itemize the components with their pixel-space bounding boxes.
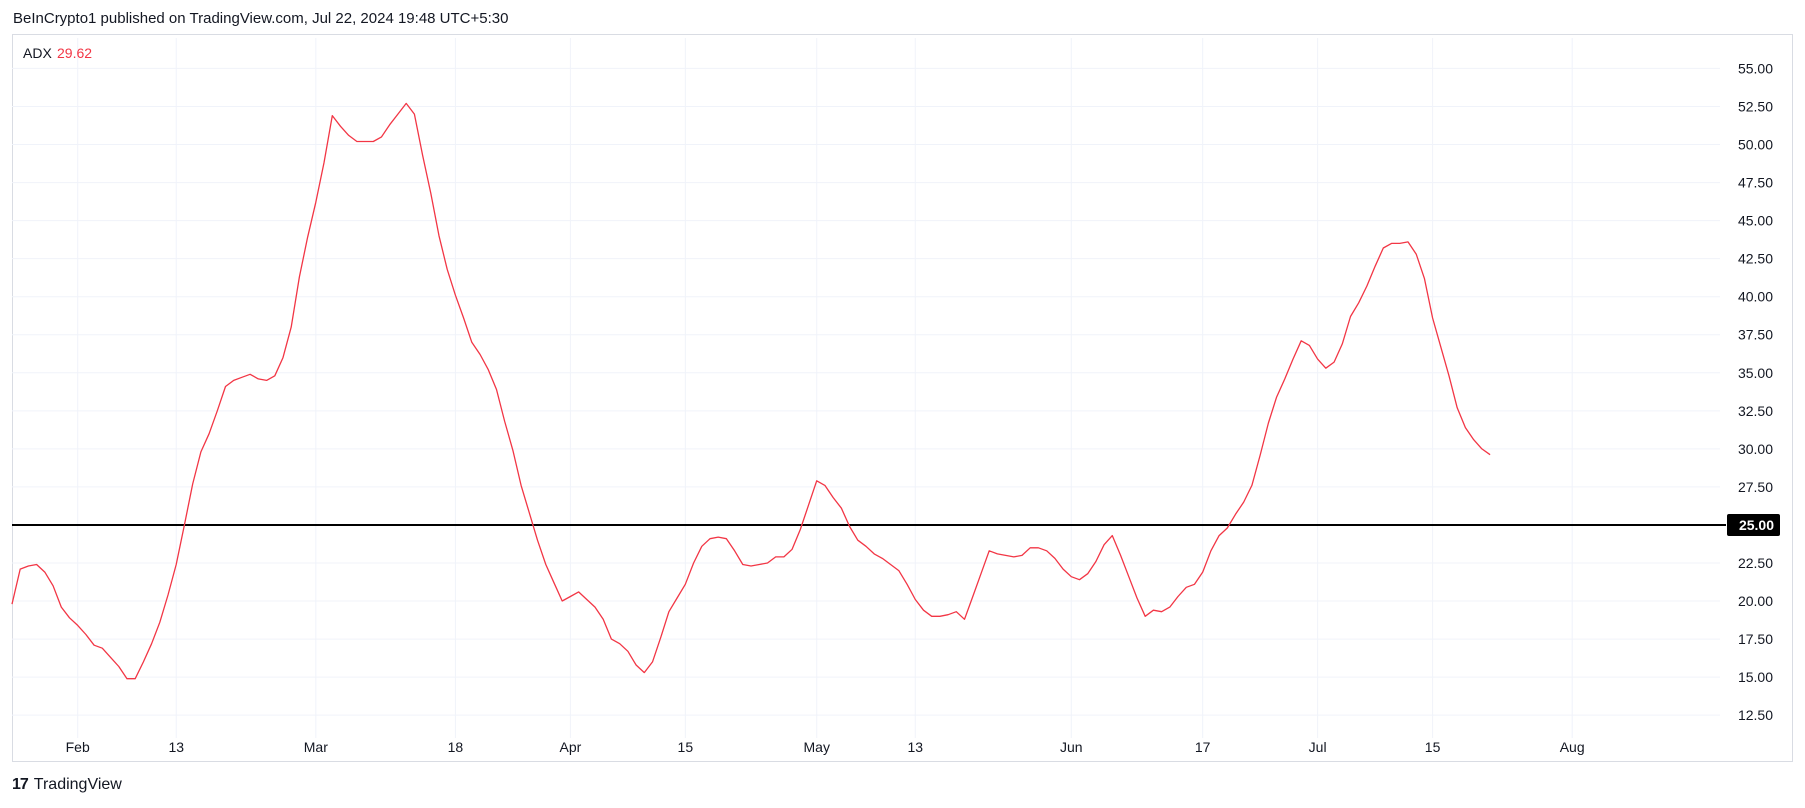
x-axis: Feb 13 Mar 18 Apr 15 May 13 Jun 17 Jul 15 Aug: [66, 739, 1585, 755]
x-tick-label: Apr: [559, 739, 581, 755]
x-tick-label: 13: [907, 739, 923, 755]
publisher-header: BeInCrypto1 published on TradingView.com…: [13, 10, 509, 27]
reference-value-label: 25.00: [1739, 517, 1774, 533]
tradingview-branding[interactable]: 17 TradingView: [12, 776, 122, 794]
y-tick-label: 17.50: [1738, 631, 1773, 647]
y-tick-label: 40.00: [1738, 289, 1773, 305]
y-tick-label: 27.50: [1738, 479, 1773, 495]
x-tick-label: May: [804, 739, 830, 755]
y-tick-label: 20.00: [1738, 593, 1773, 609]
y-tick-label: 55.00: [1738, 60, 1773, 76]
grid-layer: [12, 38, 1720, 738]
y-axis: 12.50 15.00 17.50 20.00 22.50 27.50 30.00 32.50…: [1738, 60, 1773, 723]
indicator-last-value: 29.62: [57, 45, 92, 61]
x-tick-label: 15: [678, 739, 694, 755]
x-tick-label: 18: [448, 739, 464, 755]
x-tick-label: Aug: [1560, 739, 1585, 755]
x-tick-label: Jul: [1309, 739, 1327, 755]
chart-frame: [12, 34, 1793, 762]
y-tick-label: 22.50: [1738, 555, 1773, 571]
reference-value-badge: [1727, 513, 1780, 536]
y-tick-label: 47.50: [1738, 175, 1773, 191]
y-tick-label: 32.50: [1738, 403, 1773, 419]
y-tick-label: 52.50: [1738, 98, 1773, 114]
y-tick-label: 15.00: [1738, 669, 1773, 685]
y-tick-label: 42.50: [1738, 251, 1773, 267]
tradingview-logo-icon: 17: [12, 776, 29, 793]
y-tick-label: 50.00: [1738, 137, 1773, 153]
y-tick-label: 45.00: [1738, 213, 1773, 229]
x-tick-label: Mar: [304, 739, 328, 755]
x-tick-label: 13: [168, 739, 184, 755]
x-tick-label: 15: [1425, 739, 1441, 755]
adx-series-line: [11, 102, 1491, 680]
x-tick-label: Feb: [66, 739, 90, 755]
tradingview-brand-text: TradingView: [33, 776, 122, 793]
y-tick-label: 12.50: [1738, 707, 1773, 723]
y-tick-label: 30.00: [1738, 441, 1773, 457]
indicator-name[interactable]: ADX: [23, 45, 52, 61]
y-tick-label: 37.50: [1738, 327, 1773, 343]
y-tick-label: 35.00: [1738, 365, 1773, 381]
x-tick-label: Jun: [1060, 739, 1083, 755]
x-tick-label: 17: [1195, 739, 1211, 755]
